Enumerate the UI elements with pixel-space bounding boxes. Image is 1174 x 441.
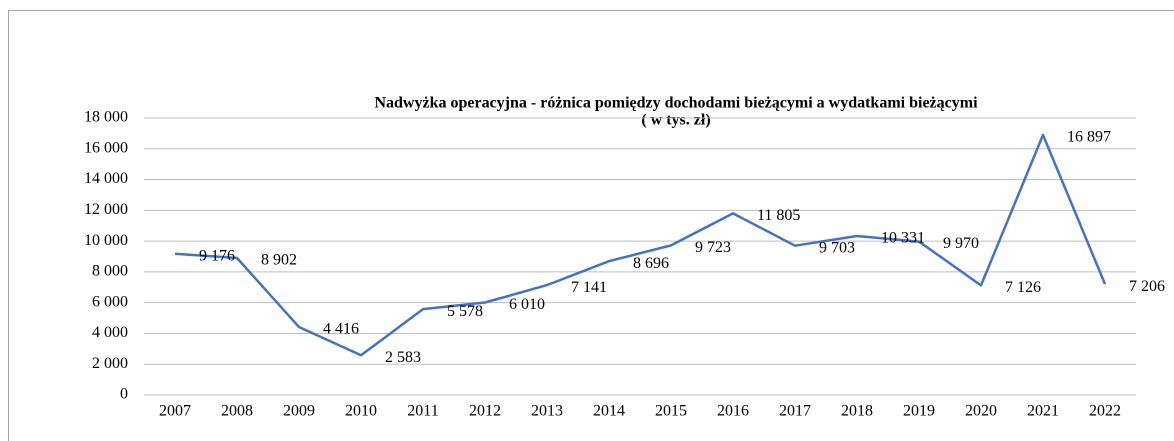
x-tick-label: 2016	[717, 403, 749, 420]
y-tick-label: 8 000	[92, 263, 128, 280]
y-tick-label: 14 000	[84, 170, 128, 187]
data-label: 8 696	[633, 255, 669, 272]
data-label: 8 902	[261, 252, 297, 269]
data-label: 9 723	[695, 239, 731, 256]
x-tick-label: 2018	[841, 403, 873, 420]
x-tick-label: 2022	[1089, 403, 1121, 420]
data-label: 2 583	[385, 349, 421, 366]
y-tick-label: 18 000	[84, 109, 128, 126]
data-label: 4 416	[323, 321, 359, 338]
x-tick-label: 2019	[903, 403, 935, 420]
data-label: 9 970	[943, 235, 979, 252]
data-label: 10 331	[881, 230, 925, 247]
x-tick-label: 2008	[221, 403, 253, 420]
data-label: 9 703	[819, 239, 855, 256]
x-tick-label: 2010	[345, 403, 377, 420]
chart-title: Nadwyżka operacyjna - różnica pomiędzy d…	[374, 95, 978, 112]
data-label: 7 141	[571, 279, 607, 296]
x-tick-label: 2013	[531, 403, 563, 420]
y-tick-label: 12 000	[84, 201, 128, 218]
y-tick-label: 10 000	[84, 232, 128, 249]
data-label: 5 578	[447, 303, 483, 320]
x-tick-label: 2014	[593, 403, 625, 420]
x-tick-label: 2011	[407, 403, 438, 420]
data-label: 9 176	[199, 247, 235, 264]
y-tick-label: 2 000	[92, 355, 128, 372]
chart-subtitle: ( w tys. zł)	[641, 112, 710, 129]
data-label: 7 126	[1005, 279, 1041, 296]
x-tick-label: 2017	[779, 403, 811, 420]
x-tick-label: 2012	[469, 403, 501, 420]
x-tick-label: 2021	[1027, 403, 1059, 420]
frame	[8, 10, 1174, 441]
x-tick-label: 2020	[965, 403, 997, 420]
x-tick-label: 2007	[159, 403, 191, 420]
y-tick-label: 6 000	[92, 293, 128, 310]
y-tick-label: 0	[120, 386, 128, 403]
line	[174, 133, 1107, 357]
data-label: 16 897	[1067, 129, 1111, 146]
x-tick-label: 2015	[655, 403, 687, 420]
data-label: 6 010	[509, 296, 545, 313]
y-tick-label: 4 000	[92, 324, 128, 341]
x-tick-label: 2009	[283, 403, 315, 420]
y-tick-label: 16 000	[84, 139, 128, 156]
data-label: 7 206	[1129, 278, 1165, 295]
data-label: 11 805	[757, 207, 800, 224]
